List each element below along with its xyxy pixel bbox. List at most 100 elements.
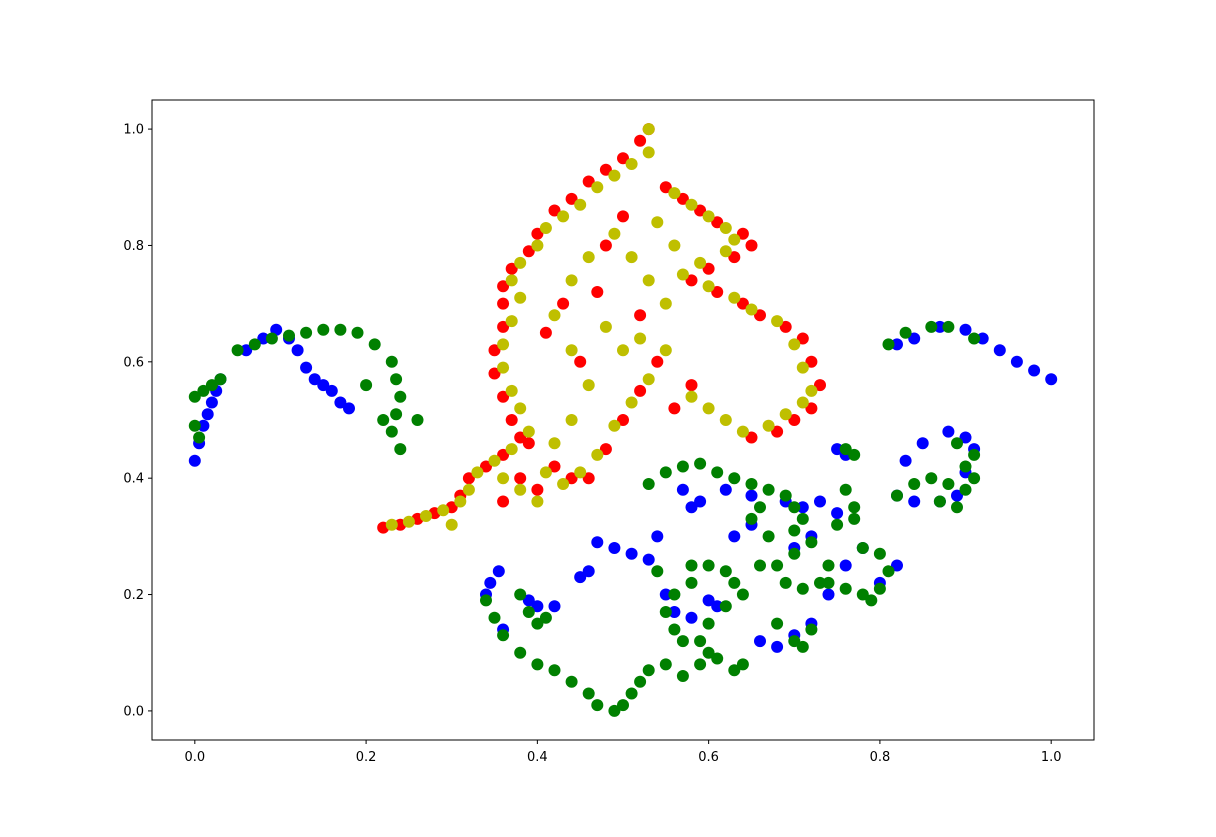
point-s1-44 [531,658,544,671]
y-axis: 0.0 0.2 0.4 0.6 0.8 1.0 [123,123,152,719]
point-s3-23 [771,315,784,328]
point-s3-62 [608,227,621,240]
point-s1-24 [882,338,895,351]
point-s3-54 [608,419,621,432]
point-s1-94 [719,600,732,613]
point-s3-69 [548,437,561,450]
point-s1-31 [925,472,938,485]
point-s0-51 [659,588,672,601]
y-tick-label-4: 0.8 [123,239,144,254]
point-s0-48 [625,547,638,560]
point-s3-60 [565,274,578,287]
point-s2-20 [685,274,698,287]
y-tick-label-3: 0.6 [123,355,144,370]
point-s1-55 [676,670,689,682]
point-s0-43 [548,600,561,613]
point-s2-25 [796,332,809,345]
point-s3-70 [531,495,544,508]
point-s2-55 [685,379,698,392]
point-s1-46 [565,675,578,688]
point-s3-74 [634,332,647,345]
point-s1-74 [796,512,809,525]
point-s1-70 [745,478,758,490]
point-s1-97 [702,646,715,659]
point-s3-42 [471,466,484,479]
point-s1-81 [814,576,826,589]
point-s2-57 [557,297,570,310]
point-s2-21 [711,286,724,298]
point-s1-106 [839,483,852,496]
point-s3-66 [599,320,612,333]
point-s1-47 [582,687,595,700]
point-s3-25 [796,361,809,374]
points-layer [188,123,1058,717]
point-s2-23 [754,309,766,322]
point-s1-33 [959,483,972,496]
point-s1-112 [822,576,835,589]
point-s2-15 [711,216,724,229]
point-s3-10 [505,274,518,287]
point-s1-58 [728,664,741,677]
x-axis: 0.0 0.2 0.4 0.6 0.8 1.0 [184,740,1062,765]
point-s2-16 [736,227,749,240]
point-s2-49 [582,472,595,485]
point-s1-8 [265,332,278,345]
point-s0-47 [608,542,621,554]
point-s1-71 [762,483,775,496]
point-s2-38 [497,448,510,461]
point-s3-22 [745,303,758,316]
point-s2-32 [497,320,510,333]
point-s1-88 [685,576,698,589]
point-s0-45 [582,565,595,578]
point-s2-64 [531,483,544,496]
point-s0-33 [908,495,921,508]
point-s1-50 [617,699,629,712]
point-s3-34 [505,315,518,328]
point-s1-29 [891,489,903,502]
point-s3-39 [522,425,535,438]
point-s0-21 [959,323,972,336]
point-s3-50 [539,466,552,479]
point-s1-68 [711,466,724,479]
point-s3-12 [668,187,681,200]
point-s1-45 [548,664,561,677]
point-s1-23 [360,379,373,392]
point-s3-59 [548,309,561,322]
point-s0-7 [240,344,253,357]
point-s3-26 [805,384,818,397]
point-s2-40 [462,472,475,485]
point-s0-39 [492,565,505,578]
series-1 [188,320,981,717]
point-s2-47 [548,460,561,473]
x-tick-label-0: 0.0 [184,750,205,765]
point-s2-11 [497,297,510,310]
point-s1-113 [839,582,852,595]
point-s1-72 [779,489,792,502]
point-s3-16 [728,233,741,246]
point-s1-78 [771,559,784,572]
point-s2-52 [634,384,647,397]
point-s0-11 [291,344,304,357]
point-s0-54 [702,594,715,607]
point-s0-13 [308,373,321,386]
x-tick-label-1: 0.2 [356,750,377,765]
point-s3-28 [779,408,792,421]
point-s2-34 [488,367,501,380]
point-s2-56 [574,355,587,368]
point-s3-37 [505,384,518,397]
point-s1-59 [736,658,749,671]
point-s0-3 [201,408,214,421]
point-s3-15 [719,222,732,234]
x-tick-label-5: 1.0 [1041,750,1062,765]
point-s3-9 [514,256,527,269]
point-s2-6 [548,204,561,217]
point-s3-56 [642,373,655,386]
point-s1-14 [368,338,381,351]
point-s1-77 [788,547,801,560]
point-s2-61 [591,286,604,298]
point-s0-29 [942,425,955,438]
point-s1-87 [676,635,689,648]
point-s2-28 [805,402,818,415]
x-tick-label-2: 0.4 [527,750,548,765]
point-s1-20 [394,443,407,456]
